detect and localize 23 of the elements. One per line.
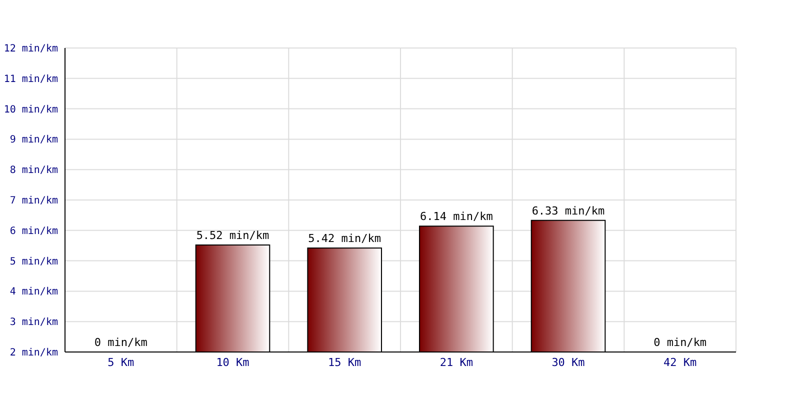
data-label: 6.14 min/km [420, 210, 494, 224]
data-label: 6.33 min/km [532, 204, 606, 218]
x-tick-label: 42 Km [664, 356, 698, 369]
text: 0 min/km [94, 336, 148, 349]
y-tick-label: 11 min/km [4, 74, 58, 85]
y-tick-label: 5 min/km [10, 256, 58, 268]
x-tick-label: 30 Km [552, 356, 586, 369]
text: 0 min/km [654, 336, 707, 349]
y-tick-label: 4 min/km [10, 286, 58, 298]
x-tick-label: 10 Km [216, 356, 250, 369]
y-tick-label: 12 min/km [4, 44, 58, 54]
data-label: 5.52 min/km [196, 228, 270, 242]
y-tick-label: 3 min/km [10, 317, 58, 328]
y-tick-label: 8 min/km [10, 165, 58, 176]
x-tick-label: 5 Km [108, 356, 135, 369]
y-tick-label: 2 min/km [10, 348, 58, 358]
data-label: 5.42 min/km [308, 232, 382, 246]
y-tick-label: 9 min/km [10, 134, 58, 146]
x-tick-label: 15 Km [328, 356, 362, 369]
y-tick-label: 6 min/km [10, 226, 58, 237]
x-tick-label: 21 Km [440, 356, 474, 369]
y-tick-label: 7 min/km [10, 196, 58, 206]
y-tick-label: 10 min/km [4, 104, 58, 116]
